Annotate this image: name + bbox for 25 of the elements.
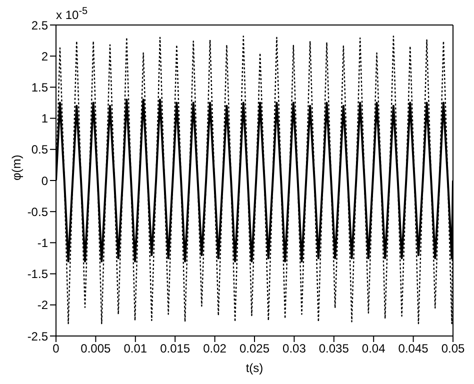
x-tick-label: 0: [52, 342, 60, 356]
x-tick-label: 0.015: [160, 342, 190, 356]
x-tick-label: 0.045: [398, 342, 429, 356]
x-tick-label: 0.035: [318, 342, 350, 356]
y-tick-label: 0.5: [31, 142, 48, 157]
x-tick-label: 0.01: [124, 342, 148, 356]
y-tick-label: -1.5: [27, 267, 48, 282]
y-tick-label: 2.5: [31, 18, 48, 32]
x-axis-title: t(s): [246, 361, 264, 375]
y-tick-label: 2: [41, 49, 48, 64]
y-tick-label: 1.5: [31, 80, 48, 94]
y-axis-title: φ(m): [9, 154, 24, 180]
y-tick-label: -0.5: [27, 204, 48, 219]
x-tick-label: 0.02: [203, 342, 227, 356]
x-tick-label: 0.05: [441, 342, 465, 356]
x-tick-label: 0.03: [282, 342, 306, 356]
y-tick-label: 0: [41, 174, 48, 188]
text: x 10$^{-5}$: [56, 6, 88, 22]
x-tick-label: 0.025: [239, 342, 270, 356]
y-tick-label: -1: [37, 236, 48, 250]
x-tick-label: 0.04: [362, 342, 386, 356]
y-tick-label: 1: [41, 112, 48, 126]
x-tick-label: 0.005: [80, 342, 112, 356]
y-tick-label: -2.5: [27, 329, 48, 344]
y-tick-label: -2: [37, 298, 48, 312]
